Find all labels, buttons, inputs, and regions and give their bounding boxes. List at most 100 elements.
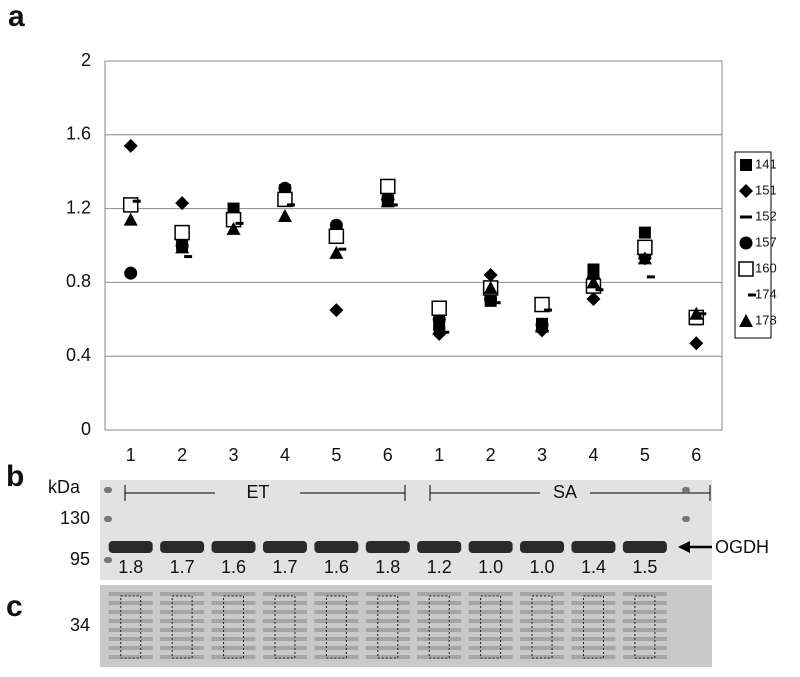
y-tick-label: 1.2 xyxy=(66,197,91,217)
lane-stripe xyxy=(211,619,256,623)
lane-stripe xyxy=(108,619,153,623)
marker xyxy=(432,321,447,335)
band-value: 1.7 xyxy=(170,557,195,577)
lane-stripe xyxy=(417,619,462,623)
lane-stripe xyxy=(211,655,256,659)
lane-box xyxy=(582,595,604,659)
lane-stripe xyxy=(571,601,616,605)
panel-label: c xyxy=(6,590,23,623)
marker xyxy=(277,208,292,222)
lane-stripe xyxy=(314,655,359,659)
lane-stripe xyxy=(417,592,462,596)
ladder-band xyxy=(682,516,690,522)
ladder-band xyxy=(104,516,112,522)
lane-stripe xyxy=(622,619,667,623)
legend-label: 141 xyxy=(755,156,777,171)
lane-stripe xyxy=(468,628,513,632)
band xyxy=(365,541,410,553)
marker xyxy=(739,236,753,250)
gel-c xyxy=(100,585,712,667)
lane-stripe xyxy=(108,610,153,614)
lane-stripe xyxy=(108,655,153,659)
group-label: ET xyxy=(246,482,269,502)
lane-stripe xyxy=(417,655,462,659)
marker xyxy=(277,191,293,208)
marker xyxy=(175,240,190,254)
marker xyxy=(739,184,753,198)
band xyxy=(571,541,616,553)
marker xyxy=(740,159,752,171)
band xyxy=(160,541,205,553)
marker xyxy=(431,300,447,316)
marker xyxy=(235,221,244,225)
mw-marker: 130 xyxy=(60,508,90,528)
lane-stripe xyxy=(108,637,153,641)
marker xyxy=(338,247,347,251)
x-tick-label: 2 xyxy=(177,445,187,465)
lane-stripe xyxy=(520,628,565,632)
marker xyxy=(184,255,193,259)
group-label: SA xyxy=(553,482,577,502)
lane-stripe xyxy=(314,592,359,596)
marker xyxy=(123,138,138,153)
ladder-band xyxy=(682,487,690,493)
marker xyxy=(389,203,398,207)
lane-box xyxy=(120,595,142,659)
lane-stripe xyxy=(314,628,359,632)
lane-stripe xyxy=(160,619,205,623)
lane-stripe xyxy=(468,610,513,614)
x-tick-label: 3 xyxy=(537,445,547,465)
lane-stripe xyxy=(571,637,616,641)
lane-stripe xyxy=(365,610,410,614)
lane-stripe xyxy=(622,637,667,641)
lane-stripe xyxy=(417,601,462,605)
lane-stripe xyxy=(571,655,616,659)
lane-stripe xyxy=(211,628,256,632)
marker xyxy=(646,275,655,279)
lane-box xyxy=(480,595,502,659)
marker xyxy=(123,212,138,226)
legend-label: 151 xyxy=(755,182,777,197)
lane-stripe xyxy=(622,601,667,605)
y-tick-label: 0.4 xyxy=(66,345,91,365)
unit-label: kDa xyxy=(48,477,81,497)
lane-stripe xyxy=(108,601,153,605)
lane-stripe xyxy=(314,610,359,614)
legend-label: 178 xyxy=(755,312,777,327)
lane-stripe xyxy=(160,628,205,632)
lane-box xyxy=(171,595,193,659)
lane-box xyxy=(223,595,245,659)
marker xyxy=(441,330,450,334)
marker xyxy=(132,199,141,203)
band-value: 1.7 xyxy=(272,557,297,577)
legend-label: 174 xyxy=(755,286,777,301)
lane-stripe xyxy=(622,592,667,596)
lane-stripe xyxy=(365,637,410,641)
band-value: 1.4 xyxy=(581,557,606,577)
marker xyxy=(329,245,344,259)
lane-stripe xyxy=(468,646,513,650)
marker xyxy=(689,306,704,320)
lane-stripe xyxy=(160,655,205,659)
lane-stripe xyxy=(365,619,410,623)
lane-stripe xyxy=(365,646,410,650)
marker xyxy=(535,319,550,333)
lane-stripe xyxy=(571,628,616,632)
marker xyxy=(492,301,501,305)
lane-stripe xyxy=(314,601,359,605)
marker xyxy=(739,314,753,327)
ladder-band xyxy=(104,487,112,493)
band xyxy=(262,541,307,553)
marker xyxy=(586,275,601,289)
ladder-band xyxy=(104,557,112,563)
band xyxy=(417,541,462,553)
lane-stripe xyxy=(520,619,565,623)
y-tick-label: 0 xyxy=(81,419,91,439)
marker xyxy=(637,251,652,265)
lane-stripe xyxy=(417,610,462,614)
x-tick-label: 4 xyxy=(280,445,290,465)
lane-stripe xyxy=(622,628,667,632)
lane-stripe xyxy=(417,646,462,650)
lane-stripe xyxy=(211,637,256,641)
marker xyxy=(689,336,704,351)
